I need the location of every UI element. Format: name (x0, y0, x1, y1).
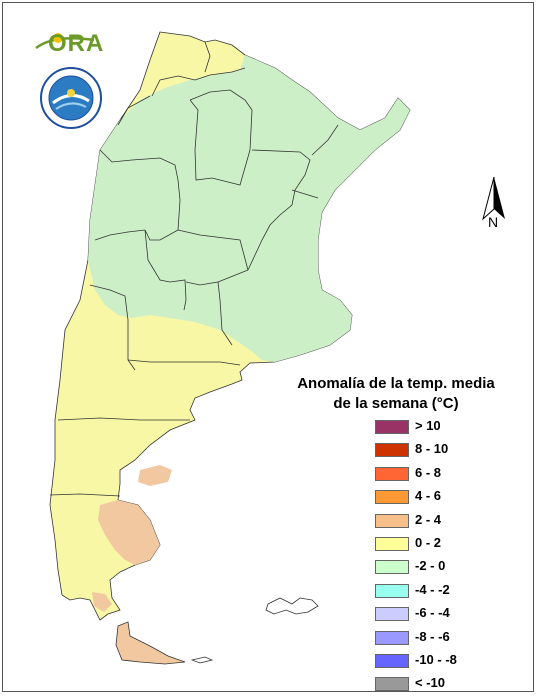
legend-label: -10 - -8 (415, 651, 457, 667)
legend-swatch (375, 466, 409, 481)
legend-label: 8 - 10 (415, 441, 449, 457)
legend-swatch (375, 443, 409, 458)
legend-title-line2: de la semana (°C) (333, 395, 459, 412)
legend-label: -2 - 0 (415, 558, 446, 574)
legend-swatch (375, 513, 409, 528)
legend-swatch (375, 420, 409, 434)
legend-label: < -10 (415, 675, 445, 691)
legend-swatch (375, 607, 409, 622)
legend-swatch (375, 536, 409, 551)
legend-title: Anomalía de la temp. media de la semana … (292, 374, 500, 414)
region-isla-de-los-estados (190, 656, 214, 664)
region-anomaly-minus2-0 (88, 55, 410, 362)
legend-label: -6 - -4 (415, 605, 450, 621)
region-anomaly-2-4-santa-cruz (98, 500, 160, 565)
region-anomaly-2-4-south (92, 592, 112, 612)
smn-argentina-seal-icon (40, 67, 102, 129)
ora-logo-icon (35, 33, 95, 50)
legend-label: 0 - 2 (415, 534, 442, 550)
north-arrow-icon (482, 176, 505, 221)
north-arrow-label: N (488, 214, 499, 230)
legend-swatch (375, 583, 409, 598)
legend-swatch (375, 630, 409, 645)
legend-swatch (375, 560, 409, 575)
legend-label: 4 - 6 (415, 488, 442, 504)
region-tierra-del-fuego (115, 621, 186, 665)
legend-swatch (375, 653, 409, 668)
province-boundaries (49, 41, 339, 497)
map-frame (2, 2, 534, 692)
region-islas-malvinas (265, 597, 319, 615)
legend-label: 2 - 4 (415, 511, 442, 527)
legend-label: > 10 (415, 418, 441, 433)
legend-label: -8 - -6 (415, 628, 450, 644)
legend-label: 6 - 8 (415, 464, 442, 480)
legend-label: -4 - -2 (415, 581, 450, 597)
legend-swatch (375, 677, 409, 692)
legend-title-line1: Anomalía de la temp. media (297, 375, 495, 392)
ora-logo-text: ORA (48, 30, 105, 57)
legend-swatch (375, 490, 409, 505)
region-anomaly-2-4-chubut (138, 465, 172, 486)
